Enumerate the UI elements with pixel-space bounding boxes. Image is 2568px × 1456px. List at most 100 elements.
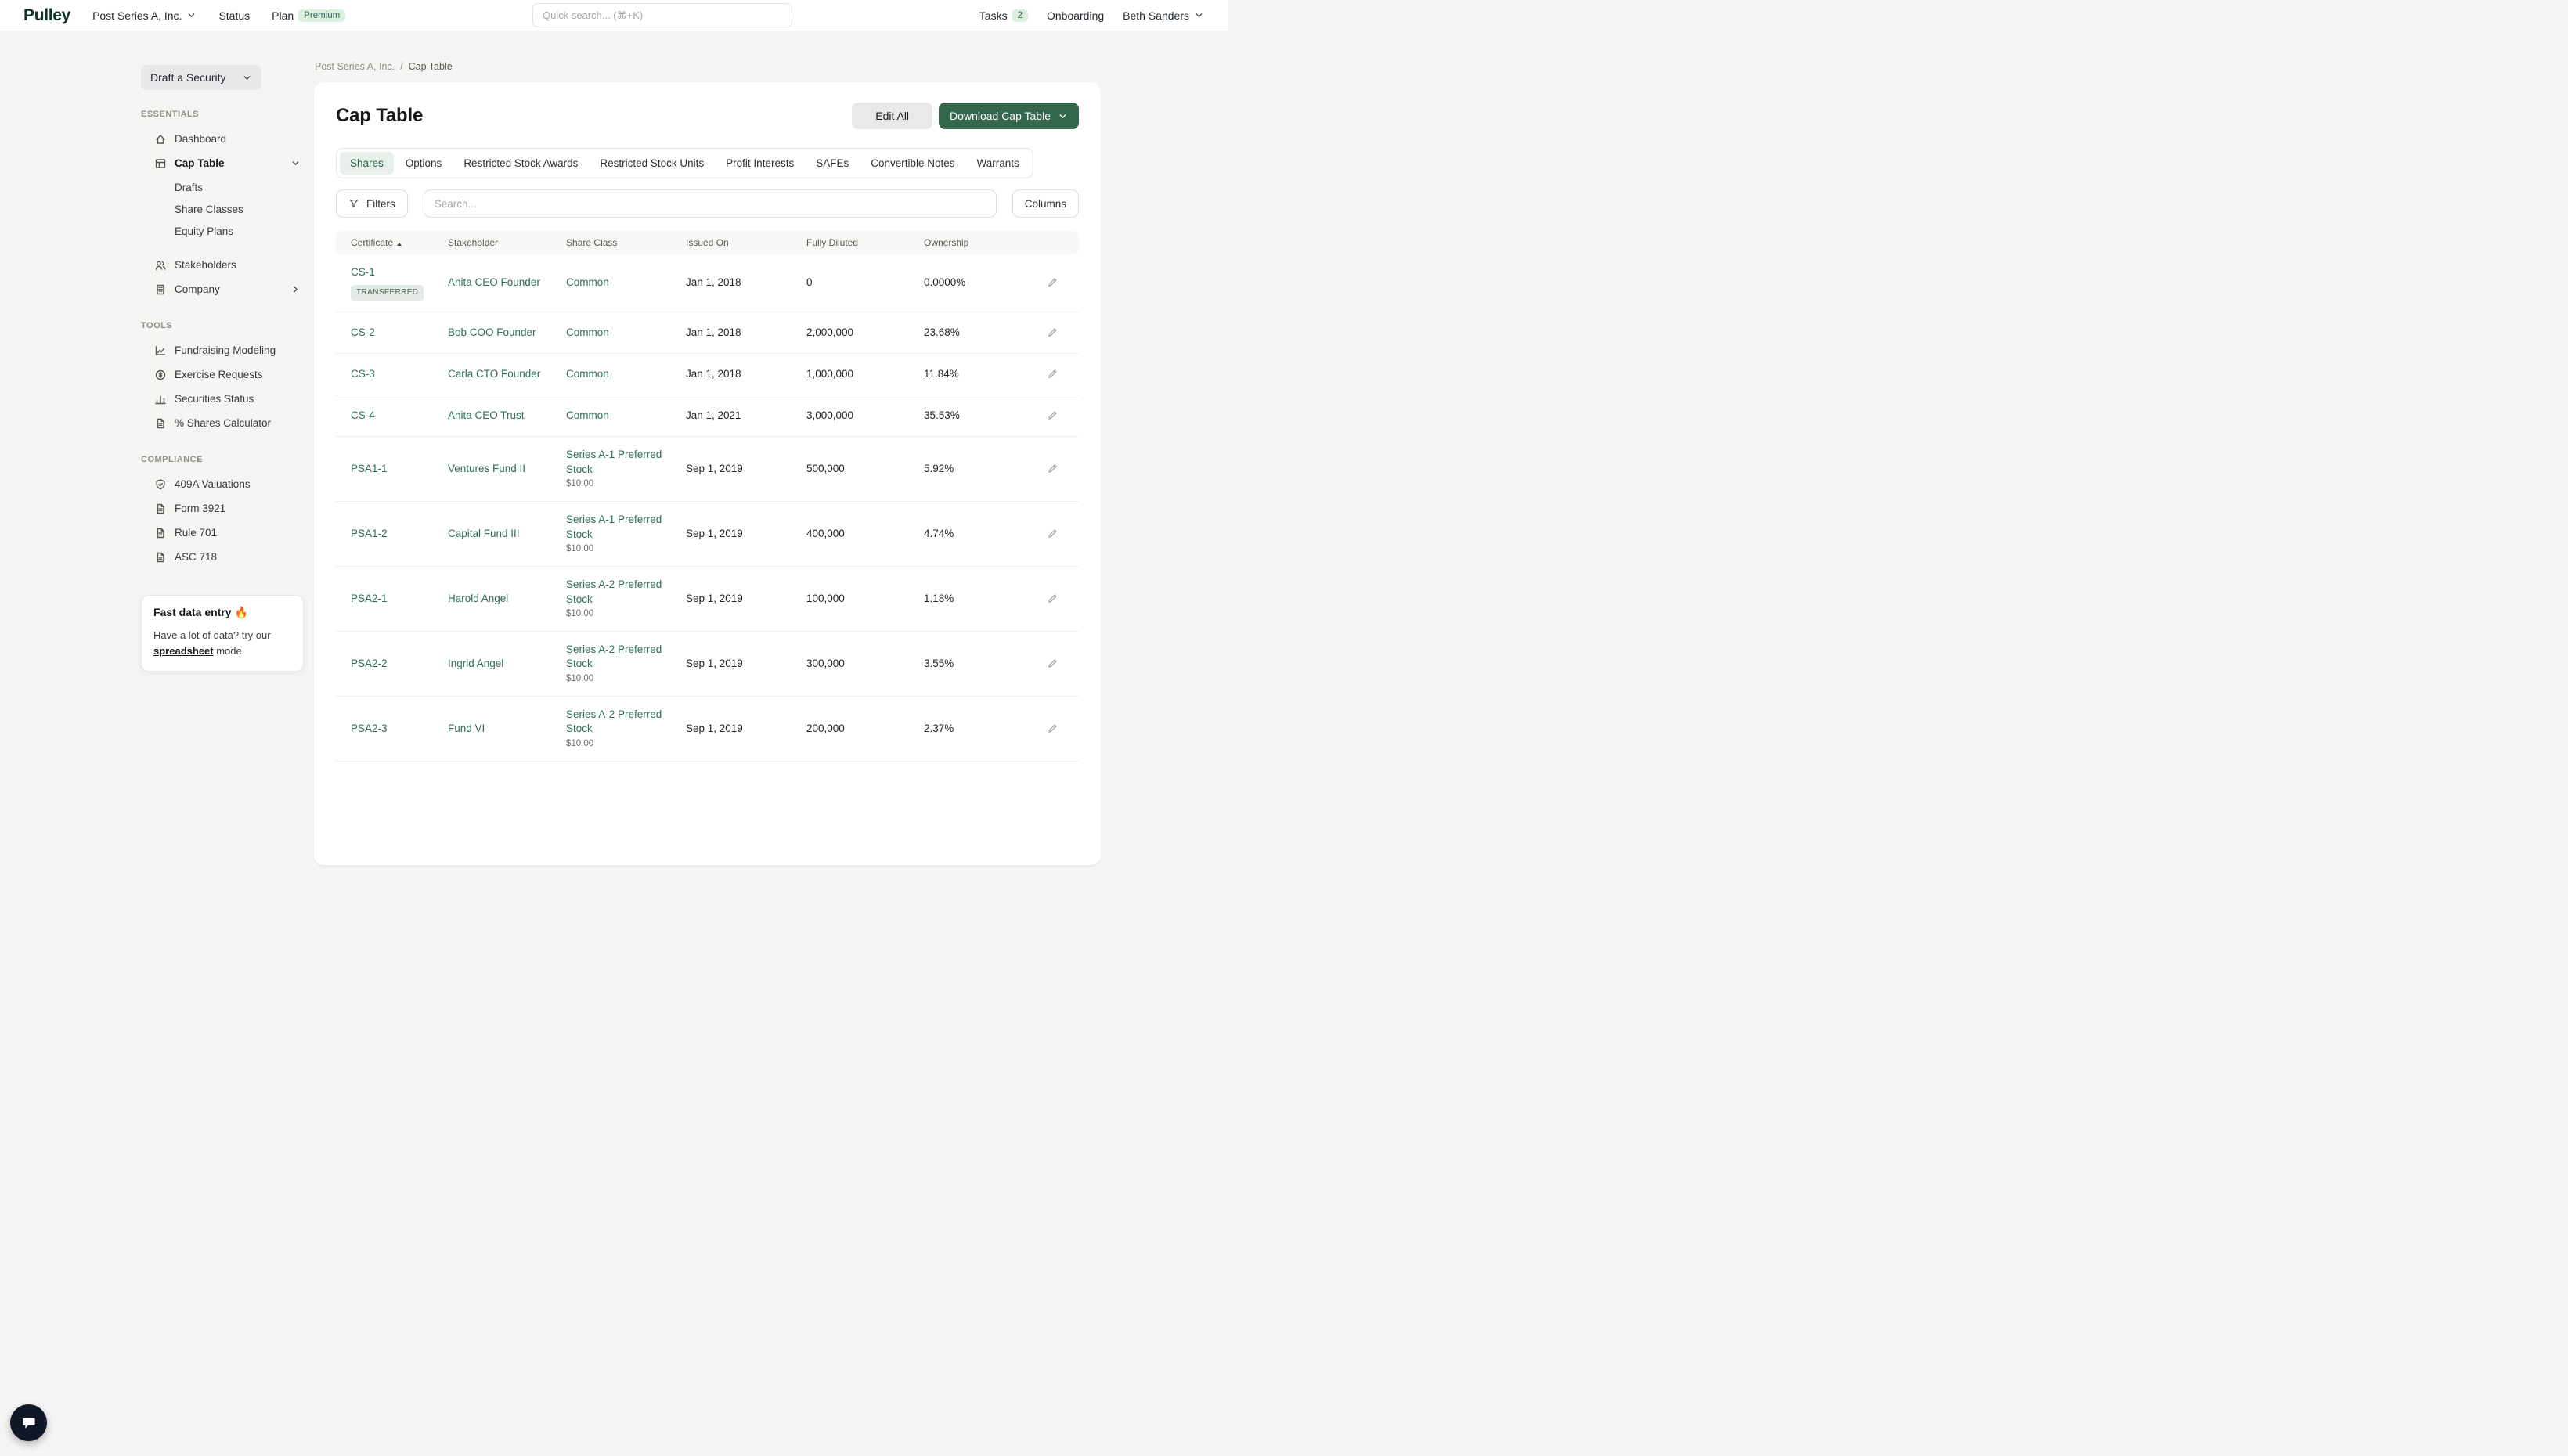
certificate-link[interactable]: PSA2-3 bbox=[351, 723, 388, 734]
stakeholder-link[interactable]: Bob COO Founder bbox=[448, 326, 536, 338]
tab-restricted-stock-awards[interactable]: Restricted Stock Awards bbox=[453, 152, 588, 175]
tab-shares[interactable]: Shares bbox=[340, 152, 394, 175]
certificate-link[interactable]: CS-1 bbox=[351, 266, 375, 278]
share-class-link[interactable]: Series A-2 Preferred Stock bbox=[566, 643, 662, 669]
chat-launcher[interactable] bbox=[10, 1404, 47, 1441]
column-header-issued-on[interactable]: Issued On bbox=[678, 231, 799, 254]
home-icon bbox=[154, 133, 167, 146]
user-menu[interactable]: Beth Sanders bbox=[1123, 9, 1204, 22]
stakeholder-link[interactable]: Harold Angel bbox=[448, 593, 508, 604]
stakeholder-link[interactable]: Fund VI bbox=[448, 723, 485, 734]
ownership-cell: 35.53% bbox=[916, 395, 1027, 437]
filters-button[interactable]: Filters bbox=[336, 189, 408, 218]
cap-table-card: Cap Table Edit All Download Cap Table Sh… bbox=[314, 82, 1101, 865]
columns-button[interactable]: Columns bbox=[1012, 189, 1079, 218]
sidebar-item-shares-calculator[interactable]: % Shares Calculator bbox=[141, 411, 305, 435]
edit-row-button[interactable] bbox=[1044, 406, 1062, 424]
share-class-link[interactable]: Series A-1 Preferred Stock bbox=[566, 514, 662, 539]
share-class-link[interactable]: Common bbox=[566, 276, 609, 288]
certificate-link[interactable]: PSA2-1 bbox=[351, 593, 388, 604]
sidebar-item-company[interactable]: Company bbox=[141, 277, 305, 301]
sidebar-item-stakeholders[interactable]: Stakeholders bbox=[141, 253, 305, 277]
tab-restricted-stock-units[interactable]: Restricted Stock Units bbox=[590, 152, 714, 175]
sidebar-item-label: Company bbox=[175, 283, 283, 295]
table-icon bbox=[154, 157, 167, 170]
share-class-link[interactable]: Common bbox=[566, 409, 609, 421]
share-class-link[interactable]: Common bbox=[566, 368, 609, 380]
column-header-ownership[interactable]: Ownership bbox=[916, 231, 1027, 254]
edit-row-button[interactable] bbox=[1044, 273, 1062, 291]
tab-safes[interactable]: SAFEs bbox=[806, 152, 859, 175]
chevron-down-icon bbox=[242, 73, 252, 83]
quick-search-input[interactable] bbox=[532, 3, 792, 27]
nav-onboarding[interactable]: Onboarding bbox=[1047, 9, 1104, 22]
column-label: Ownership bbox=[924, 237, 968, 248]
stakeholder-link[interactable]: Ventures Fund II bbox=[448, 463, 525, 474]
sidebar-item-form-3921[interactable]: Form 3921 bbox=[141, 496, 305, 521]
edit-all-button[interactable]: Edit All bbox=[852, 103, 932, 129]
table-row: CS-1TRANSFERRED Anita CEO Founder Common… bbox=[336, 254, 1079, 312]
share-class-link[interactable]: Series A-2 Preferred Stock bbox=[566, 578, 662, 604]
certificate-link[interactable]: CS-2 bbox=[351, 326, 375, 338]
company-selector-label: Post Series A, Inc. bbox=[92, 9, 182, 22]
tab-warrants[interactable]: Warrants bbox=[967, 152, 1030, 175]
nav-plan[interactable]: Plan Premium bbox=[272, 9, 345, 22]
chart-line-icon bbox=[154, 344, 167, 357]
sidebar-item-share-classes[interactable]: Share Classes bbox=[141, 198, 305, 220]
chevron-down-icon bbox=[1058, 111, 1068, 121]
sidebar-item-drafts[interactable]: Drafts bbox=[141, 176, 305, 198]
edit-row-button[interactable] bbox=[1044, 589, 1062, 607]
column-header-share-class[interactable]: Share Class bbox=[558, 231, 678, 254]
pulley-logo[interactable]: Pulley bbox=[23, 6, 70, 25]
sidebar-item-rule-701[interactable]: Rule 701 bbox=[141, 521, 305, 545]
tab-options[interactable]: Options bbox=[395, 152, 453, 175]
share-class-link[interactable]: Series A-1 Preferred Stock bbox=[566, 449, 662, 474]
stakeholder-link[interactable]: Ingrid Angel bbox=[448, 658, 503, 669]
draft-a-security-button[interactable]: Draft a Security bbox=[141, 65, 261, 90]
tab-profit-interests[interactable]: Profit Interests bbox=[716, 152, 804, 175]
nav-tasks[interactable]: Tasks 2 bbox=[979, 9, 1028, 22]
edit-row-button[interactable] bbox=[1044, 323, 1062, 341]
sidebar-item-exercise-requests[interactable]: Exercise Requests bbox=[141, 362, 305, 387]
edit-row-button[interactable] bbox=[1044, 460, 1062, 478]
certificate-link[interactable]: CS-4 bbox=[351, 409, 375, 421]
column-header-certificate[interactable]: Certificate bbox=[336, 231, 440, 254]
pencil-icon bbox=[1047, 409, 1059, 421]
spreadsheet-link[interactable]: spreadsheet bbox=[153, 645, 214, 657]
stakeholder-link[interactable]: Anita CEO Trust bbox=[448, 409, 525, 421]
sidebar-item-dashboard[interactable]: Dashboard bbox=[141, 127, 305, 151]
pencil-icon bbox=[1047, 463, 1059, 474]
share-class-link[interactable]: Series A-2 Preferred Stock bbox=[566, 708, 662, 734]
certificate-link[interactable]: PSA1-1 bbox=[351, 463, 388, 474]
certificate-link[interactable]: PSA1-2 bbox=[351, 528, 388, 539]
sidebar-item-cap-table[interactable]: Cap Table bbox=[141, 151, 305, 175]
nav-status[interactable]: Status bbox=[218, 9, 250, 22]
stakeholder-link[interactable]: Carla CTO Founder bbox=[448, 368, 540, 380]
breadcrumb-parent[interactable]: Post Series A, Inc. bbox=[315, 61, 395, 72]
issued-on-cell: Sep 1, 2019 bbox=[678, 697, 799, 762]
stakeholder-link[interactable]: Capital Fund III bbox=[448, 528, 520, 539]
column-header-stakeholder[interactable]: Stakeholder bbox=[440, 231, 558, 254]
promo-body: Have a lot of data? try our spreadsheet … bbox=[153, 628, 291, 658]
table-search-input[interactable] bbox=[424, 189, 997, 218]
funnel-icon bbox=[348, 198, 359, 209]
column-header-fully-diluted[interactable]: Fully Diluted bbox=[799, 231, 916, 254]
edit-row-button[interactable] bbox=[1044, 654, 1062, 672]
sidebar-item-securities-status[interactable]: Securities Status bbox=[141, 387, 305, 411]
columns-label: Columns bbox=[1025, 198, 1066, 210]
certificate-link[interactable]: CS-3 bbox=[351, 368, 375, 380]
stakeholder-link[interactable]: Anita CEO Founder bbox=[448, 276, 540, 288]
sidebar-item-equity-plans[interactable]: Equity Plans bbox=[141, 220, 305, 242]
certificate-link[interactable]: PSA2-2 bbox=[351, 658, 388, 669]
download-cap-table-button[interactable]: Download Cap Table bbox=[939, 103, 1079, 129]
edit-row-button[interactable] bbox=[1044, 719, 1062, 737]
sidebar-item-asc-718[interactable]: ASC 718 bbox=[141, 545, 305, 569]
share-class-link[interactable]: Common bbox=[566, 326, 609, 338]
tab-convertible-notes[interactable]: Convertible Notes bbox=[860, 152, 965, 175]
edit-row-button[interactable] bbox=[1044, 524, 1062, 542]
sidebar-item-409a-valuations[interactable]: 409A Valuations bbox=[141, 472, 305, 496]
edit-row-button[interactable] bbox=[1044, 365, 1062, 383]
company-selector[interactable]: Post Series A, Inc. bbox=[92, 9, 197, 22]
sidebar-item-fundraising-modeling[interactable]: Fundraising Modeling bbox=[141, 338, 305, 362]
filters-label: Filters bbox=[366, 198, 395, 210]
